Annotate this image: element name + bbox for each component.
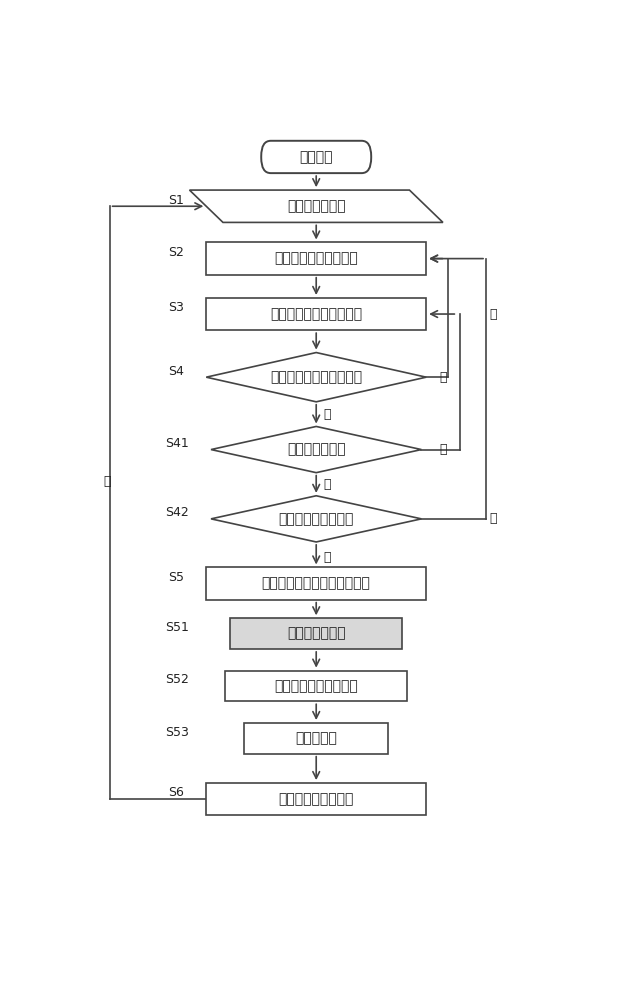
FancyBboxPatch shape: [261, 141, 371, 173]
Text: 是: 是: [323, 408, 331, 421]
Text: S6: S6: [168, 786, 184, 799]
Text: 以椭圆近似可行性区域: 以椭圆近似可行性区域: [275, 679, 358, 693]
Text: S5: S5: [168, 571, 184, 584]
Text: 是否更新采样数据量: 是否更新采样数据量: [278, 792, 354, 806]
Bar: [206, 567, 426, 600]
Text: 获取当前时刻位置数据: 获取当前时刻位置数据: [275, 252, 358, 266]
Text: S4: S4: [168, 365, 184, 378]
Text: 是: 是: [103, 475, 110, 488]
Bar: [230, 618, 402, 649]
Text: S42: S42: [165, 506, 189, 519]
Text: S53: S53: [165, 726, 189, 739]
Text: S52: S52: [165, 673, 189, 686]
Bar: [206, 783, 426, 815]
Polygon shape: [211, 496, 421, 542]
Text: 否: 否: [489, 512, 497, 525]
Text: 启动程序: 启动程序: [299, 150, 333, 164]
Text: 是否存在外部扰动点: 是否存在外部扰动点: [278, 512, 354, 526]
Text: 否: 否: [439, 443, 447, 456]
Text: 判断可行性区域是否可行: 判断可行性区域是否可行: [270, 370, 362, 384]
Polygon shape: [211, 426, 421, 473]
Polygon shape: [189, 190, 443, 222]
Text: 求解下一时刻的最佳运动位置: 求解下一时刻的最佳运动位置: [262, 577, 371, 591]
Text: 是: 是: [323, 478, 331, 491]
Text: 输入采样数据量: 输入采样数据量: [287, 199, 346, 213]
Text: 否: 否: [323, 551, 331, 564]
Text: 构造运动目标可行性区域: 构造运动目标可行性区域: [270, 307, 362, 321]
Text: 最大化椭圆: 最大化椭圆: [296, 731, 337, 745]
Text: S41: S41: [165, 437, 189, 450]
Text: 是: 是: [489, 308, 497, 321]
Text: 分解可行性区域: 分解可行性区域: [287, 627, 346, 641]
Text: 否: 否: [439, 371, 447, 384]
Bar: [244, 723, 388, 754]
Bar: [206, 242, 426, 275]
Text: S51: S51: [165, 621, 189, 634]
Bar: [206, 298, 426, 330]
Text: S1: S1: [168, 194, 184, 207]
Text: S3: S3: [168, 301, 184, 314]
Bar: [225, 671, 407, 701]
Polygon shape: [206, 353, 426, 402]
Text: 是否为凸多边形: 是否为凸多边形: [287, 443, 346, 457]
Text: S2: S2: [168, 246, 184, 259]
